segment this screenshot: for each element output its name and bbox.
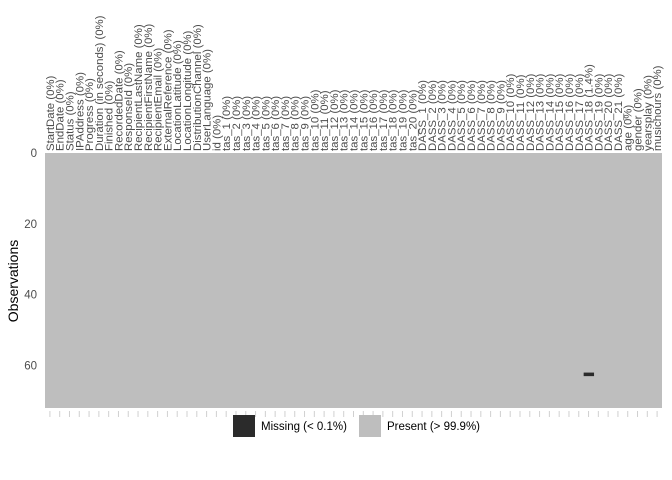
column-label: DASS_14 (0%) [544, 74, 556, 151]
legend-label-present: Present (> 99.9%) [387, 421, 480, 433]
column-label: DASS_6 (0%) [466, 80, 478, 151]
column-label: age (0%) [623, 105, 635, 151]
column-label: DASS_8 (0%) [486, 80, 498, 151]
legend-swatch-present [359, 415, 381, 437]
column-label: musichours (0%) [652, 65, 664, 151]
column-label: DASS_20 (0%) [603, 74, 615, 151]
column-label: DistributionChannel (0%) [192, 24, 204, 151]
column-label: tas_1 (0%) [221, 96, 233, 151]
column-label: DASS_7 (0%) [476, 80, 488, 151]
column-label: yearsplay (0%) [642, 75, 654, 151]
column-label: tas_14 (0%) [349, 89, 361, 151]
column-label: LocationLongitude (0%) [182, 30, 194, 151]
column-label: Status (0%) [64, 91, 76, 151]
missing-cell-1 [583, 372, 595, 377]
column-label: DASS_10 (0%) [505, 74, 517, 151]
column-label: DASS_21 (0%) [613, 74, 625, 151]
y-tick-label: 20 [24, 219, 37, 231]
column-label: tas_10 (0%) [309, 89, 321, 151]
column-label: DASS_9 (0%) [495, 80, 507, 151]
column-label: LocationLatitude (0%) [172, 40, 184, 151]
column-label: tas_11 (0%) [319, 90, 331, 151]
column-label: tas_3 (0%) [241, 96, 253, 151]
column-label: Progress (0%) [84, 78, 96, 151]
column-label: gender (0%) [633, 88, 645, 151]
column-label: tas_7 (0%) [280, 96, 292, 151]
y-axis: 0 20 40 60 [24, 148, 37, 373]
column-label: tas_19 (0%) [397, 89, 409, 151]
column-label: EndDate (0%) [55, 79, 67, 151]
column-label: tas_12 (0%) [329, 89, 341, 151]
column-label: tas_17 (0%) [378, 89, 390, 151]
column-label: DASS_18 (1.4%) [584, 64, 596, 151]
y-tick-label: 40 [24, 290, 37, 302]
column-label: RecipientEmail (0%) [153, 48, 165, 151]
y-axis-title: Observations [5, 240, 21, 322]
column-label: Duration (in seconds) (0%) [94, 15, 106, 151]
column-label: RecipientLastName (0%) [133, 24, 145, 151]
column-label: DASS_4 (0%) [446, 80, 458, 151]
column-label: tas_2 (0%) [231, 96, 243, 151]
column-label: tas_16 (0%) [368, 89, 380, 151]
column-label: StartDate (0%) [45, 75, 57, 151]
column-label: DASS_12 (0%) [525, 74, 537, 151]
legend-label-missing: Missing (< 0.1%) [261, 421, 347, 433]
column-label: tas_5 (0%) [260, 96, 272, 151]
column-label: DASS_3 (0%) [437, 80, 449, 151]
column-label: tas_9 (0%) [300, 96, 312, 151]
column-label: RecipientFirstName (0%) [143, 24, 155, 151]
y-tick-label: 0 [31, 148, 37, 160]
column-label: DASS_5 (0%) [456, 80, 468, 151]
legend: Missing (< 0.1%) Present (> 99.9%) [233, 415, 480, 437]
column-label: DASS_2 (0%) [427, 80, 439, 151]
column-label: RecordedDate (0%) [113, 50, 125, 151]
column-label: tas_18 (0%) [388, 89, 400, 151]
legend-swatch-missing [233, 415, 255, 437]
column-label: tas_13 (0%) [339, 89, 351, 151]
column-label: id (0%) [211, 115, 223, 151]
column-label: UserLanguage (0%) [202, 49, 214, 151]
column-label: DASS_1 (0%) [417, 80, 429, 151]
column-label: DASS_15 (0%) [554, 74, 566, 151]
heatmap-area [45, 153, 662, 408]
column-label: ExternalReference (0%) [162, 29, 174, 151]
y-tick-label: 60 [24, 361, 37, 373]
column-labels: StartDate (0%)EndDate (0%)Status (0%)IPA… [45, 15, 664, 151]
column-label: tas_20 (0%) [407, 89, 419, 151]
column-label: ResponseId (0%) [123, 63, 135, 151]
column-label: DASS_16 (0%) [564, 74, 576, 151]
column-label: DASS_17 (0%) [574, 74, 586, 151]
column-label: IPAddress (0%) [74, 72, 86, 151]
column-label: tas_8 (0%) [290, 96, 302, 151]
column-label: tas_15 (0%) [358, 89, 370, 151]
column-label: tas_6 (0%) [270, 96, 282, 151]
column-label: DASS_13 (0%) [535, 74, 547, 151]
present-region [45, 153, 662, 408]
column-label: Finished (0%) [104, 81, 116, 151]
column-label: DASS_11 (0%) [515, 74, 527, 151]
column-label: DASS_19 (0%) [593, 74, 605, 151]
column-label: tas_4 (0%) [251, 96, 263, 151]
